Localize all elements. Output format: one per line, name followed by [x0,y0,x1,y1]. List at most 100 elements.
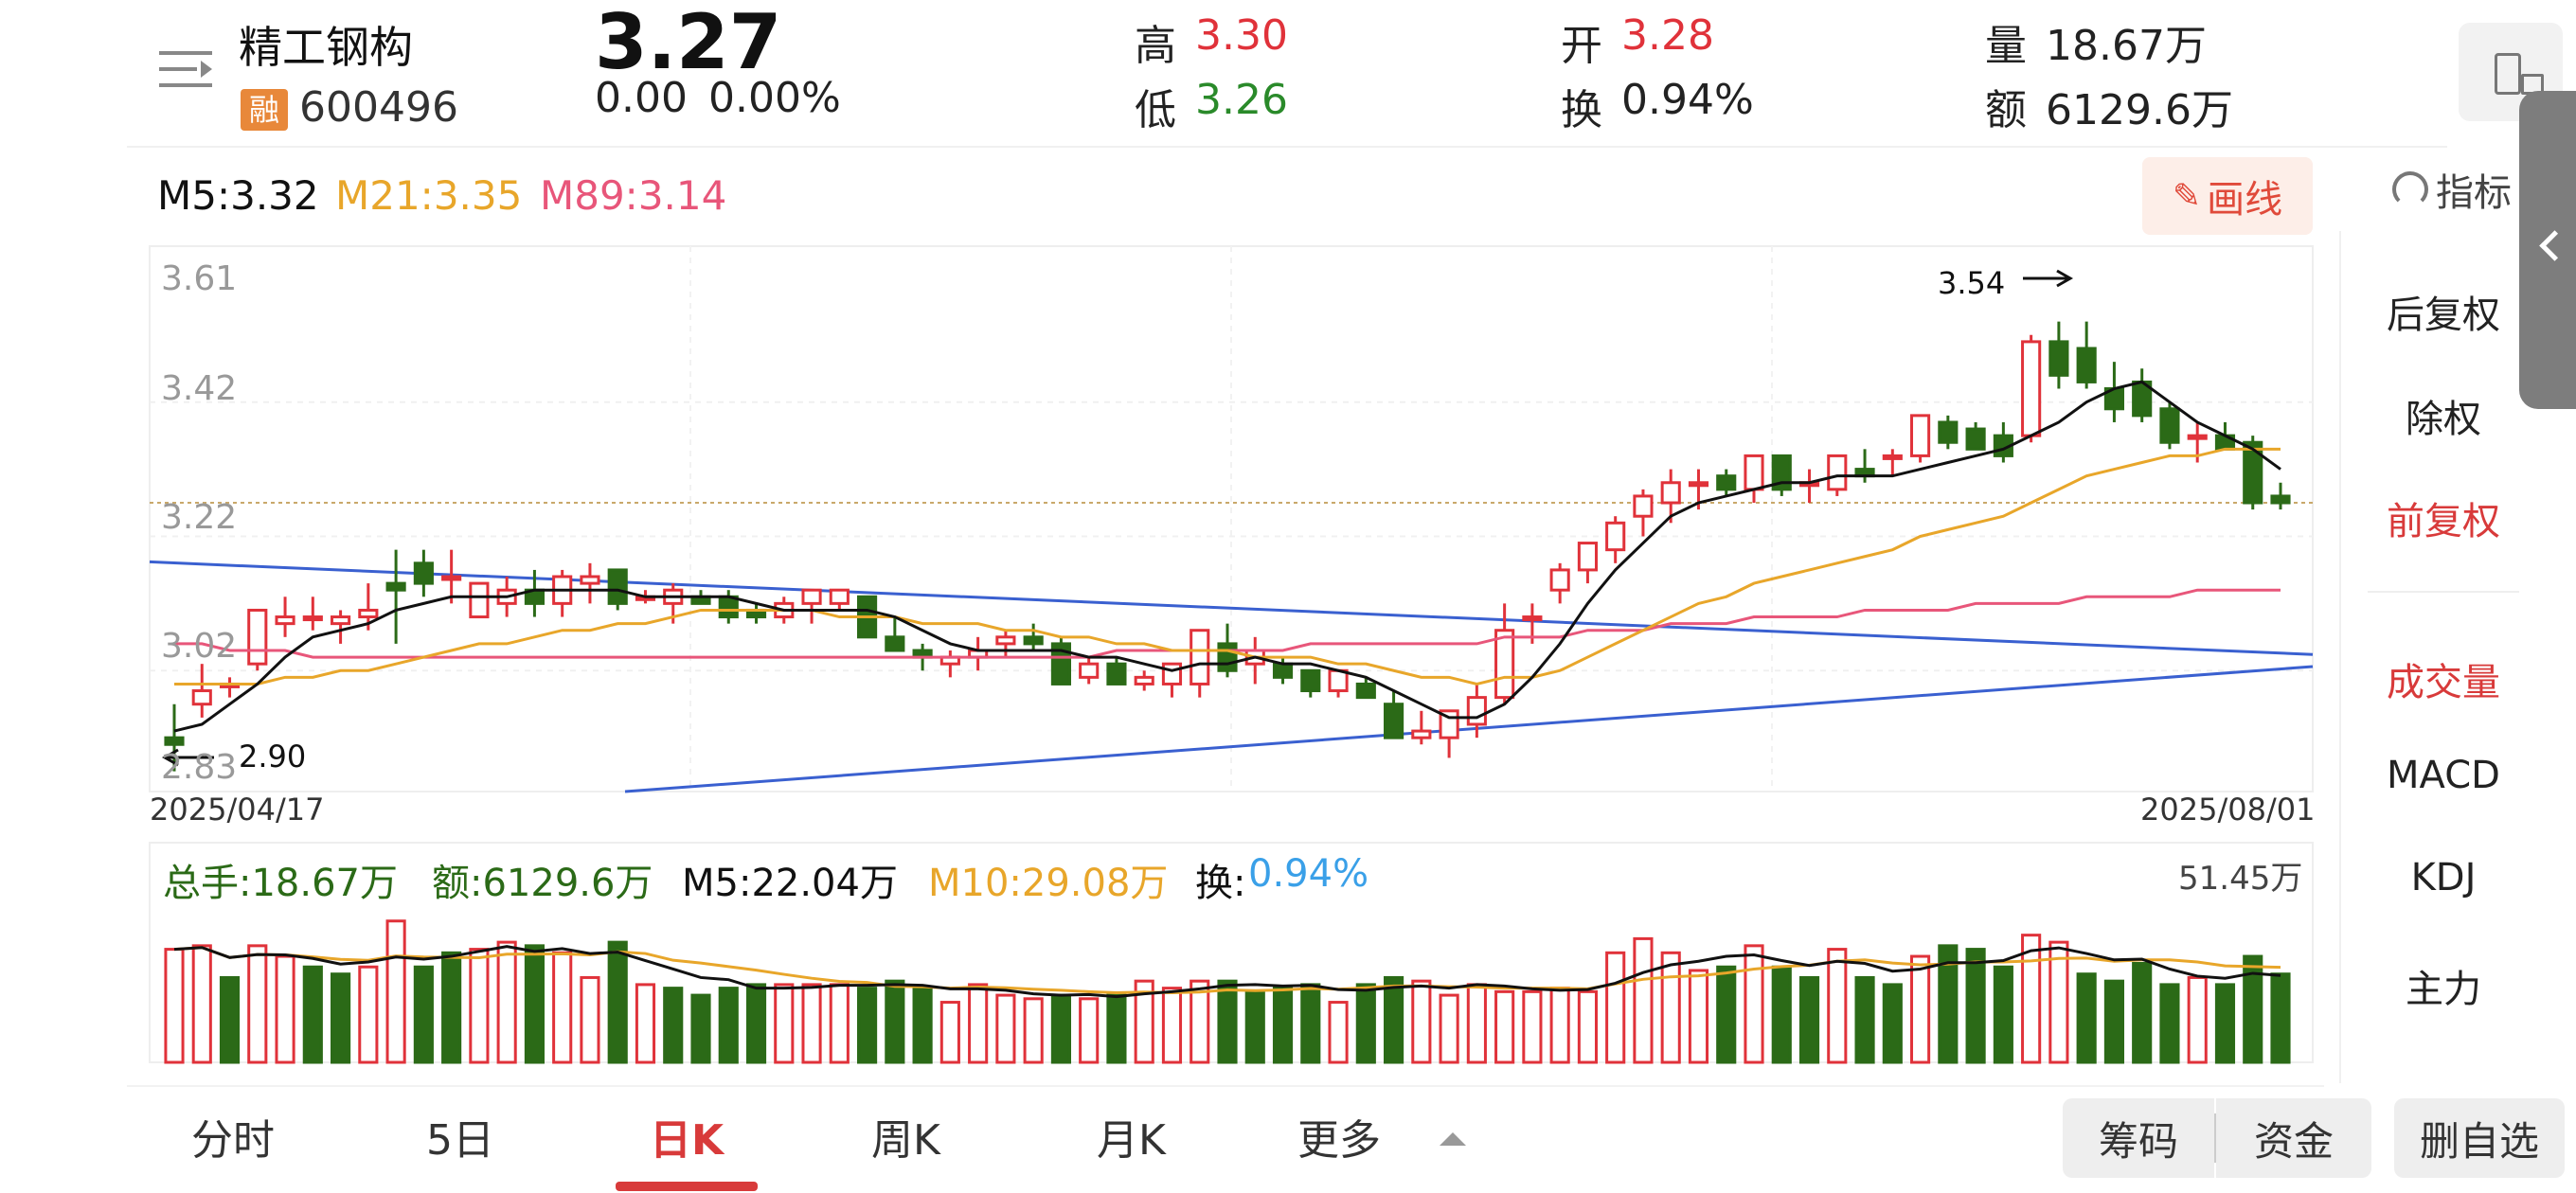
volume-bar [1660,951,1681,1064]
price-change: 0.00 [595,74,688,122]
candle-body [801,588,822,605]
candle-body [1134,675,1154,686]
volume-label: 量 [1985,22,2027,70]
vol-turn-label: 换: [1195,862,1246,905]
candle-body [441,575,462,581]
volume-bar [1798,975,1820,1064]
volume-bar [1716,965,1737,1064]
tab-daily-k[interactable]: 日K [650,1116,724,1165]
candle-body [1827,454,1848,491]
stock-code: 600496 [299,83,458,132]
volume-bar [191,944,212,1064]
volume-bar [2159,983,2180,1064]
candle-body [1079,662,1100,679]
volume-bar [885,979,905,1064]
volume-bar [1938,944,1959,1064]
candle-body [275,615,295,626]
volume-bar [1910,954,1931,1064]
end-date: 2025/08/01 [2140,792,2316,828]
chips-button[interactable]: 筹码 [2063,1098,2214,1178]
volume-bar [1384,975,1404,1064]
side-item-macd[interactable]: MACD [2387,754,2500,797]
ma89-legend: M89:3.14 [540,172,727,219]
tab-5day[interactable]: 5日 [426,1116,494,1165]
candle-body [1272,662,1294,679]
volume-bar [912,987,933,1064]
side-item-forward-adjusted[interactable]: 前复权 [2387,500,2500,543]
open-value: 3.28 [1621,11,1714,60]
volume-bar [1633,936,1654,1064]
phone-icon [2495,53,2521,95]
side-item-main-force[interactable]: 主力 [2406,968,2481,1011]
candle-body [607,568,628,605]
volume-bar [1217,979,1238,1064]
volume-bar [2214,983,2236,1064]
volume-bar [1993,965,2013,1064]
pencil-icon: ✎ [2172,176,2202,216]
side-panel-collapse-button[interactable] [2519,91,2576,409]
caret-up-icon[interactable] [1440,1132,1466,1146]
side-item-ex-right[interactable]: 除权 [2406,398,2481,441]
funds-button[interactable]: 资金 [2216,1098,2371,1178]
volume-bar [690,993,711,1064]
candle-body [1633,494,1654,518]
tab-monthly-k[interactable]: 月K [1097,1116,1166,1165]
ma21-line [174,447,2281,686]
candle-body [2048,340,2069,377]
candle-body [1466,696,1487,726]
volume-bar [939,1001,960,1064]
high-annotation: 3.54 [1938,265,2006,301]
candle-body [1965,427,1986,451]
active-tab-indicator [616,1182,758,1191]
candle-body [1355,682,1376,700]
volume-bar [2021,934,2042,1064]
tab-more[interactable]: 更多 [1297,1116,1381,1165]
candle-body [1882,454,1903,460]
side-item-backward-adjusted[interactable]: 后复权 [2387,294,2500,337]
candle-body [1494,629,1515,700]
candle-body [1300,668,1321,693]
candle-body [1660,481,1681,505]
low-annotation: 2.90 [239,739,307,775]
candle-body [1161,662,1183,686]
candle-body [191,689,212,706]
candle-body [2187,434,2208,440]
volume-bar [1688,969,1709,1064]
vol-total: 总手:18.67万 [163,862,398,905]
menu-icon[interactable] [159,47,212,91]
current-price: 3.27 [595,0,782,86]
candle-body [1744,454,1764,491]
margin-badge: 融 [241,89,288,131]
low-value: 3.26 [1195,76,1288,124]
candle-body [1577,542,1598,572]
side-item-kdj[interactable]: KDJ [2410,856,2477,899]
tab-weekly-k[interactable]: 周K [871,1116,940,1165]
candle-body [1716,474,1737,491]
draw-line-button[interactable]: ✎ 画线 [2142,157,2313,235]
candle-body [580,575,600,585]
candle-body [413,561,434,585]
indicator-button[interactable]: 指标 [2392,161,2512,218]
candle-body [829,588,850,605]
vol-ma5-line [173,945,2281,999]
volume-bar [385,919,406,1064]
volume-bar [247,944,268,1064]
remove-watchlist-button[interactable]: 删自选 [2394,1098,2565,1178]
volume-bar [1272,987,1294,1064]
low-label: 低 [1135,86,1176,134]
price-tick-4: 3.02 [161,627,238,666]
tab-intraday[interactable]: 分时 [191,1116,275,1165]
candle-body [1106,662,1127,686]
volume-bar [2103,979,2124,1064]
volume-bar [496,940,517,1064]
volume-bar [801,983,822,1064]
amount-label: 额 [1985,86,2027,134]
volume-bar [524,944,545,1064]
candle-body [2159,407,2180,444]
side-item-volume[interactable]: 成交量 [2387,661,2500,704]
gauge-icon [2392,171,2428,207]
volume-bar [413,965,434,1064]
candle-body [385,581,406,592]
volume-bar [1134,979,1154,1064]
